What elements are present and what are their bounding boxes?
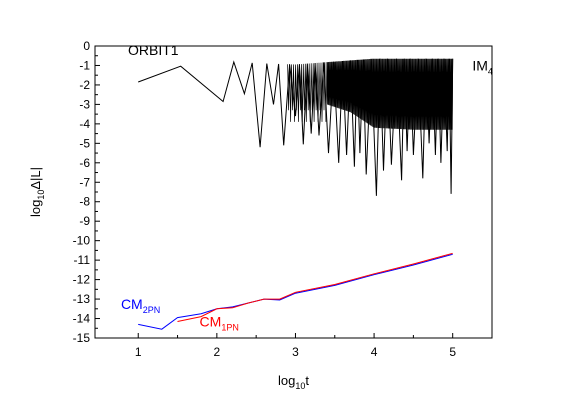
y-tick-label: -7 bbox=[79, 175, 90, 189]
series-cm2pn-label: CM2PN bbox=[121, 296, 160, 315]
y-tick-label: -9 bbox=[79, 214, 90, 228]
y-tick-label: 0 bbox=[83, 39, 90, 53]
y-tick-label: -3 bbox=[79, 97, 90, 111]
chart-title: ORBIT1 bbox=[128, 42, 179, 58]
series-im4-label: IM4 bbox=[472, 57, 493, 76]
y-tick-label: -14 bbox=[73, 312, 91, 326]
labels-layer: ORBIT1 IM4 CM2PN CM1PN bbox=[121, 42, 493, 332]
y-tick-label: -6 bbox=[79, 156, 90, 170]
y-tick-label: -10 bbox=[73, 234, 91, 248]
y-tick-label: -2 bbox=[79, 78, 90, 92]
y-tick-label: -15 bbox=[73, 331, 91, 345]
x-tick-label: 3 bbox=[292, 345, 299, 359]
x-tick-label: 5 bbox=[449, 345, 456, 359]
series-im4-band-mid bbox=[287, 62, 328, 122]
y-axis-title: log10Δ|L| bbox=[28, 167, 46, 217]
series-layer bbox=[138, 58, 454, 330]
x-axis-title: log10t bbox=[278, 373, 309, 391]
y-tick-label: -5 bbox=[79, 136, 90, 150]
x-tick-label: 1 bbox=[135, 345, 142, 359]
x-tick-label: 2 bbox=[214, 345, 221, 359]
y-tick-label: -12 bbox=[73, 273, 91, 287]
y-tick-label: -4 bbox=[79, 117, 90, 131]
series-im4-band bbox=[326, 58, 454, 130]
series-cm1pn-line bbox=[177, 252, 453, 322]
x-tick-label: 4 bbox=[371, 345, 378, 359]
y-tick-label: -13 bbox=[73, 292, 91, 306]
series-cm1pn-label: CM1PN bbox=[200, 313, 239, 332]
y-tick-label: -1 bbox=[79, 58, 90, 72]
y-tick-label: -11 bbox=[74, 253, 91, 267]
y-tick-label: -8 bbox=[79, 195, 90, 209]
x-axis: 1 2 3 4 5 log10t bbox=[135, 333, 456, 391]
y-axis: 0 -1 -2 -3 -4 -5 -6 -7 -8 -9 -10 -11 -12 -13 -14 -15 log… bbox=[28, 39, 100, 345]
